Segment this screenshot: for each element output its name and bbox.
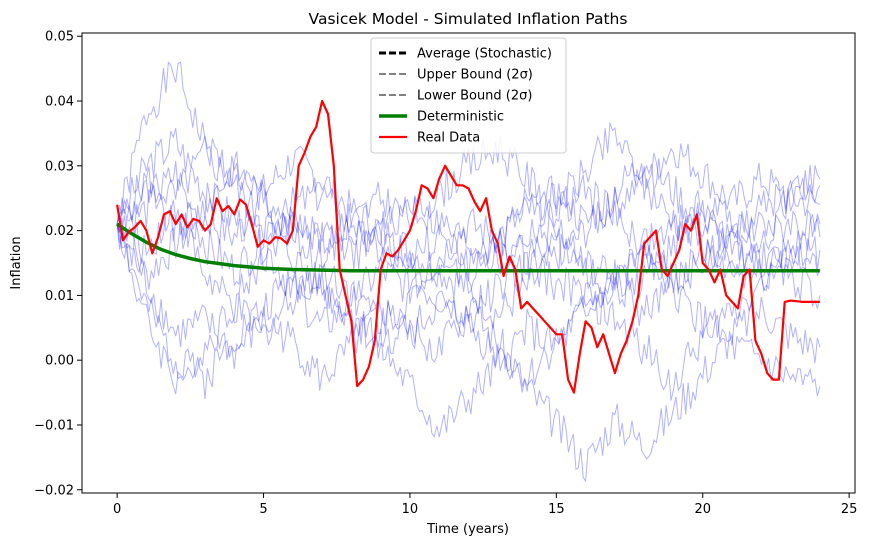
y-tick-label: 0.03: [45, 159, 74, 174]
simulated-path-6: [116, 158, 821, 333]
y-tick-label: 0.01: [45, 289, 74, 304]
y-tick-label: 0.02: [45, 224, 74, 239]
chart-title: Vasicek Model - Simulated Inflation Path…: [309, 10, 628, 28]
simulated-path-10: [116, 164, 821, 346]
simulated-path-2: [116, 223, 821, 401]
y-tick-label: 0.05: [45, 30, 74, 45]
series-deterministic: [116, 222, 820, 273]
legend-label: Average (Stochastic): [417, 47, 552, 62]
legend-label: Deterministic: [417, 110, 504, 125]
y-axis: −0.02 −0.01 0.00 0.01 0.02 0.03 0.04 0.05: [34, 30, 82, 498]
x-tick-label: 0: [113, 502, 121, 517]
legend-box: [370, 37, 567, 154]
x-tick-label: 15: [548, 502, 565, 517]
legend-label: Real Data: [417, 131, 480, 146]
legend-label: Upper Bound (2σ): [417, 68, 533, 83]
y-tick-label: −0.01: [34, 418, 74, 433]
simulated-path-4: [116, 174, 821, 395]
legend: Average (Stochastic) Upper Bound (2σ) Lowe…: [370, 37, 567, 154]
y-tick-label: 0.00: [45, 354, 74, 369]
x-axis: 0 5 10 15 20 25: [113, 493, 857, 517]
y-tick-label: 0.04: [45, 95, 74, 110]
x-axis-title: Time (years): [426, 522, 509, 537]
x-tick-label: 10: [402, 502, 419, 517]
x-tick-label: 5: [259, 502, 267, 517]
y-axis-title: Inflation: [9, 236, 24, 289]
simulated-path-8: [116, 217, 821, 397]
simulated-path-7: [116, 143, 821, 329]
plot-frame: [81, 32, 856, 494]
y-tick-label: −0.02: [34, 483, 74, 498]
x-tick-label: 25: [841, 502, 858, 517]
series-real-data: [116, 99, 820, 394]
x-tick-label: 20: [694, 502, 711, 517]
plot-area: [116, 61, 821, 483]
simulated-path-5: [116, 135, 821, 438]
legend-label: Lower Bound (2σ): [417, 89, 532, 104]
